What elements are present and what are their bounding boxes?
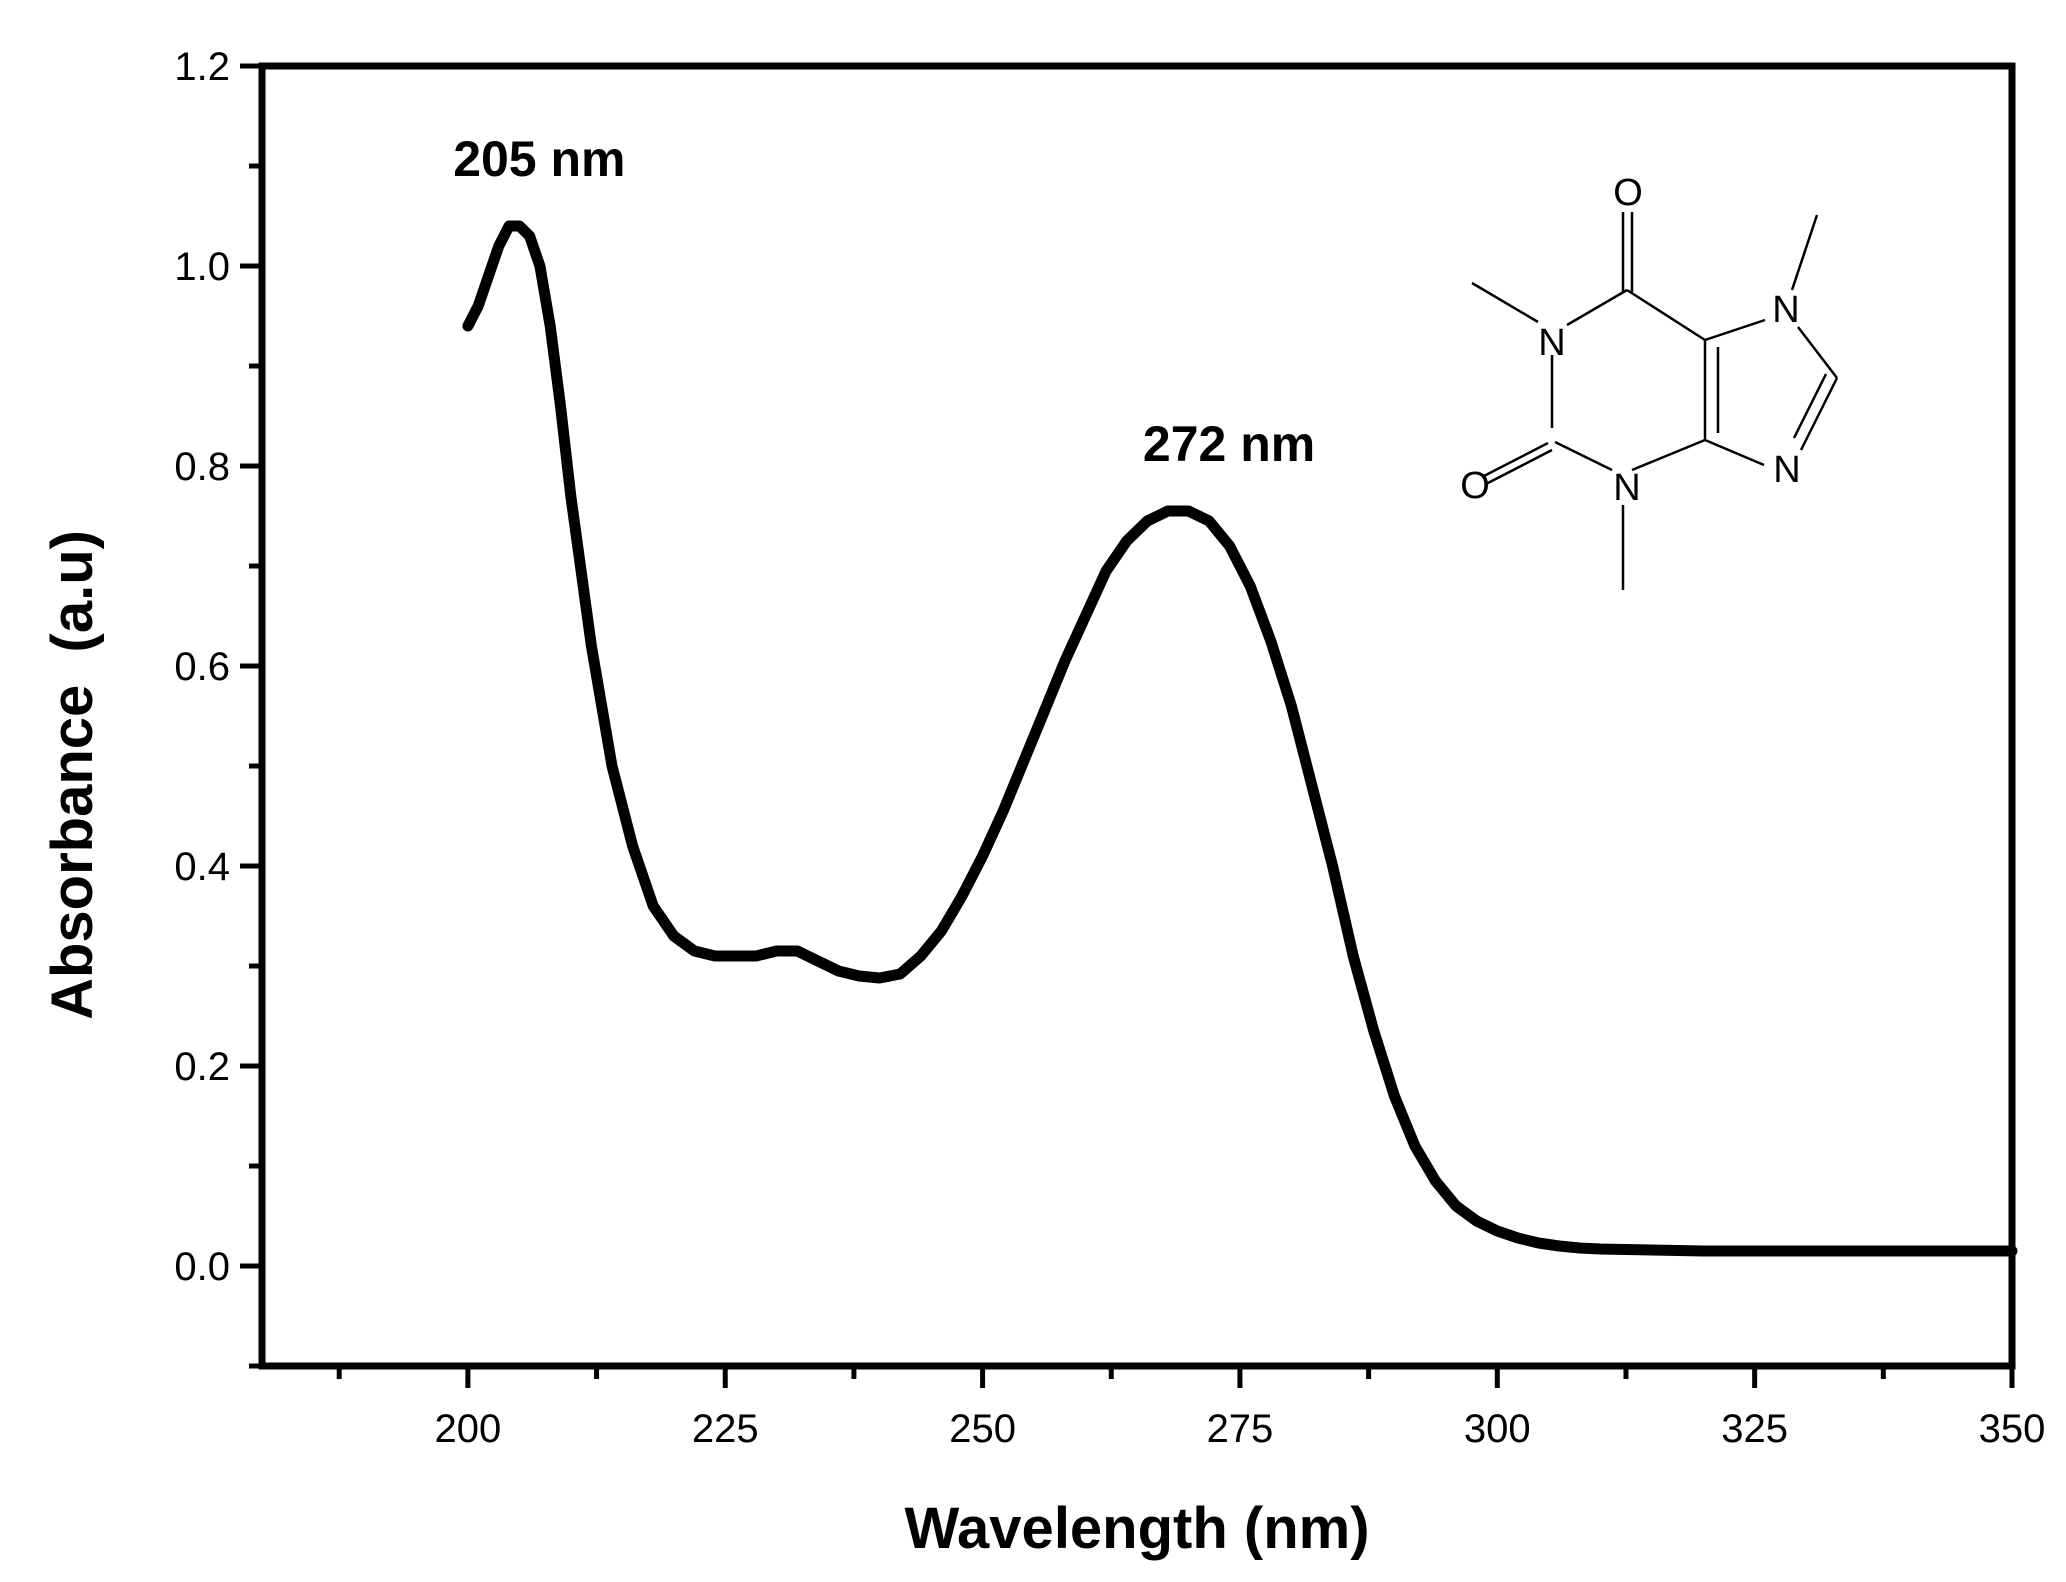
y-tick-labels: 0.0 0.2 0.4 0.6 0.8 1.0 1.2 — [174, 45, 230, 1289]
y-tick-label: 0.0 — [174, 1245, 230, 1289]
y-tick-label: 0.8 — [174, 445, 230, 489]
x-tick-label: 250 — [949, 1407, 1016, 1451]
x-tick-label: 350 — [1979, 1407, 2046, 1451]
atom-N-left: N — [1538, 322, 1565, 364]
atom-N-right-top: N — [1772, 289, 1799, 331]
x-tick-label: 300 — [1464, 1407, 1531, 1451]
x-tick-label: 225 — [692, 1407, 759, 1451]
y-tick-label: 1.2 — [174, 45, 230, 89]
peak-label-272nm: 272 nm — [1143, 416, 1315, 472]
atom-O-left: O — [1460, 465, 1490, 507]
x-tick-labels: 200 225 250 275 300 325 350 — [435, 1407, 2046, 1451]
y-axis-title: Absorbance (a.u) — [40, 530, 105, 1020]
caffeine-structure-inset — [1471, 212, 1839, 590]
peak-label-205nm: 205 nm — [453, 131, 625, 187]
y-tick-label: 0.6 — [174, 645, 230, 689]
x-tick-label: 200 — [435, 1407, 502, 1451]
y-tick-label: 0.4 — [174, 845, 230, 889]
y-tick-label: 0.2 — [174, 1045, 230, 1089]
x-axis-title: Wavelength (nm) — [904, 1496, 1369, 1561]
x-tick-label: 275 — [1207, 1407, 1274, 1451]
atom-N-right-bottom: N — [1773, 449, 1800, 491]
atom-N-bottom: N — [1613, 467, 1640, 509]
tick-marks — [240, 63, 2015, 1388]
atom-O-top: O — [1613, 172, 1643, 214]
absorbance-curve — [462, 220, 2018, 1257]
plot-frame — [258, 62, 2016, 1370]
y-tick-label: 1.0 — [174, 245, 230, 289]
x-tick-label: 325 — [1721, 1407, 1788, 1451]
